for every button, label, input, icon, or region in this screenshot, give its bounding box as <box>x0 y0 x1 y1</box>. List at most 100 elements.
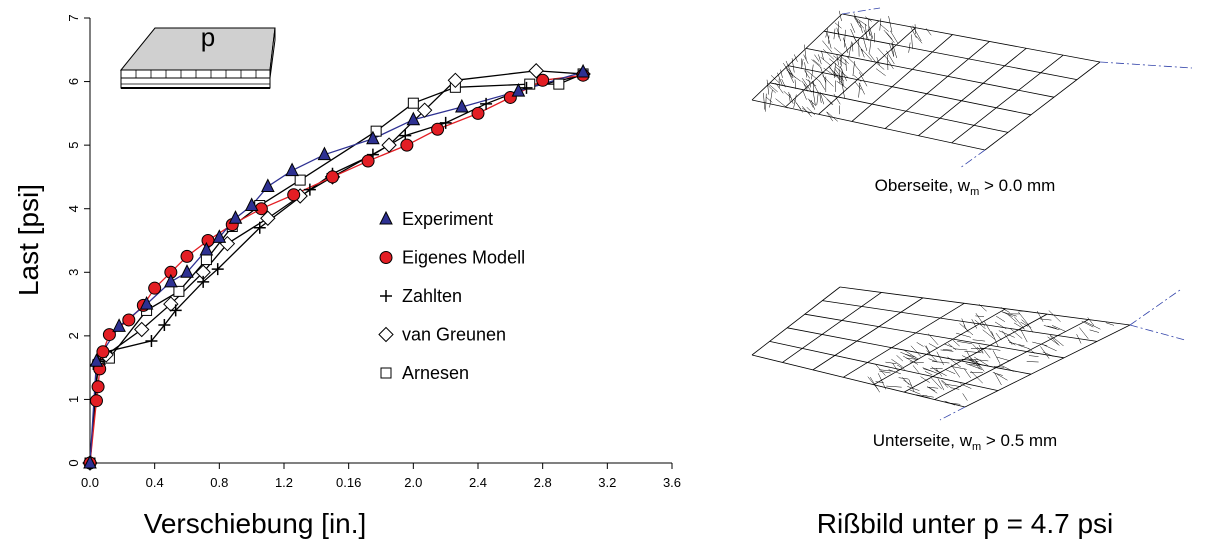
axis-dashdot <box>1100 62 1192 68</box>
x-tick-label: 0.4 <box>146 475 164 490</box>
crack <box>812 65 814 80</box>
panel-label: Unterseite, wm > 0.5 mm <box>873 431 1057 453</box>
crack <box>851 29 856 41</box>
panel-label-sub: m <box>970 186 979 198</box>
crack <box>928 334 938 345</box>
crack <box>953 340 960 346</box>
y-tick-label: 3 <box>66 269 81 276</box>
x-tick-label: 3.6 <box>663 475 681 490</box>
axis-dashdot <box>842 8 880 14</box>
crack <box>963 393 968 400</box>
crack <box>893 363 898 371</box>
crack <box>946 370 955 374</box>
mesh-line <box>788 66 1031 115</box>
crack <box>911 346 921 357</box>
crack <box>913 365 919 372</box>
marker-circle <box>181 250 193 262</box>
marker-circle <box>288 189 300 201</box>
y-tick-label: 5 <box>66 142 81 149</box>
crack <box>885 362 896 364</box>
inset-label: p <box>201 22 215 52</box>
axis-dashdot <box>960 150 985 168</box>
crack <box>805 62 807 77</box>
crack <box>855 65 864 76</box>
mesh-line <box>752 355 965 407</box>
crack <box>877 63 884 69</box>
crack <box>804 70 809 78</box>
crack <box>1085 321 1101 329</box>
crack <box>801 58 802 67</box>
crack <box>983 330 996 340</box>
crack <box>840 66 847 81</box>
figure-caption: Rißbild unter p = 4.7 psi <box>817 508 1114 539</box>
crack <box>827 32 832 49</box>
crack <box>911 34 912 48</box>
mesh-line <box>787 328 1031 374</box>
crack <box>996 316 1005 322</box>
crack <box>818 54 821 64</box>
marker-triangle <box>380 212 392 224</box>
mesh-line <box>843 303 964 377</box>
crack <box>960 324 973 335</box>
legend-label: van Greunen <box>402 325 506 345</box>
x-axis-title: Verschiebung [in.] <box>144 508 367 539</box>
crack <box>951 365 960 378</box>
crack <box>1014 323 1025 329</box>
crack <box>995 322 1006 329</box>
y-axis-title: Last [psi] <box>13 184 44 296</box>
marker-diamond <box>379 328 393 342</box>
panel-label-main: Oberseite, w <box>875 176 971 195</box>
marker-circle <box>97 346 109 358</box>
marker-square <box>554 79 564 89</box>
mesh-line <box>770 341 998 390</box>
mesh-line <box>918 48 1026 135</box>
crack <box>863 36 867 51</box>
mesh-line <box>782 292 881 362</box>
crack <box>775 99 787 109</box>
legend-label: Arnesen <box>402 363 469 383</box>
crack <box>794 54 797 61</box>
y-tick-label: 2 <box>66 332 81 339</box>
crack <box>917 342 924 346</box>
crack <box>766 94 767 112</box>
crack <box>964 369 971 378</box>
crack <box>973 340 985 341</box>
crack <box>879 371 890 373</box>
crack <box>929 343 938 348</box>
crack <box>819 81 824 90</box>
mesh-line <box>852 35 953 122</box>
crack <box>843 38 848 53</box>
crack <box>794 95 797 108</box>
crack <box>897 355 903 361</box>
x-tick-label: 2.0 <box>404 475 422 490</box>
crack <box>979 304 987 311</box>
x-tick-label: 0.16 <box>336 475 361 490</box>
mesh-line <box>952 55 1063 143</box>
series-line <box>90 74 583 463</box>
marker-circle <box>401 139 413 151</box>
panel-label-main: Unterseite, w <box>873 431 973 450</box>
marker-circle <box>380 252 392 264</box>
mesh-line <box>840 287 1130 325</box>
marker-plus <box>380 290 392 302</box>
marker-square <box>381 368 391 378</box>
marker-triangle <box>286 164 298 176</box>
y-tick-label: 1 <box>66 396 81 403</box>
marker-square <box>295 175 305 185</box>
crack <box>817 92 819 105</box>
crack <box>813 60 820 66</box>
crack <box>1090 330 1099 333</box>
x-tick-label: 2.4 <box>469 475 487 490</box>
crack <box>814 55 819 62</box>
mesh-line <box>752 14 842 100</box>
crack <box>983 349 990 358</box>
crack <box>823 49 834 59</box>
crack <box>859 83 860 98</box>
marker-circle <box>123 314 135 326</box>
y-tick-label: 6 <box>66 78 81 85</box>
crack <box>1047 326 1056 328</box>
y-tick-label: 4 <box>66 205 81 212</box>
x-tick-label: 1.2 <box>275 475 293 490</box>
mesh-line <box>813 298 923 370</box>
crack <box>1050 335 1063 346</box>
